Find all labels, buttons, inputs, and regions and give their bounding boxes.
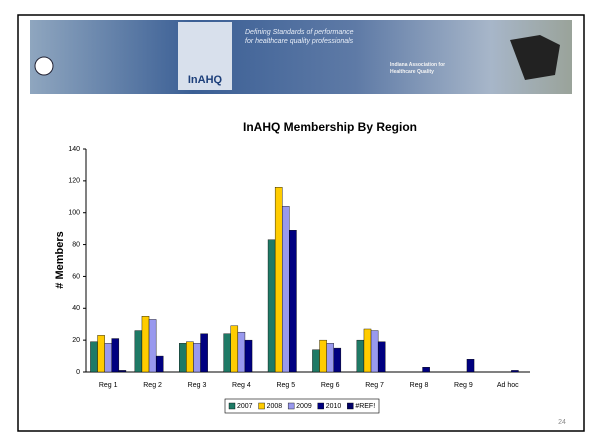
legend-swatch bbox=[228, 402, 236, 410]
legend-label: #REF! bbox=[355, 403, 375, 410]
chart-title: InAHQ Membership By Region bbox=[243, 120, 417, 134]
bar bbox=[186, 341, 194, 373]
bar bbox=[326, 343, 334, 373]
y-tick-label: 20 bbox=[72, 337, 80, 344]
bar bbox=[319, 339, 327, 373]
bar bbox=[511, 370, 519, 373]
x-tick-label: Reg 7 bbox=[365, 382, 384, 389]
bar bbox=[200, 333, 208, 373]
state-icon bbox=[510, 35, 560, 80]
bar bbox=[104, 343, 112, 373]
bar bbox=[466, 359, 475, 373]
bar bbox=[312, 349, 320, 373]
bar bbox=[370, 330, 379, 373]
bar bbox=[244, 339, 253, 373]
legend-swatch bbox=[287, 402, 295, 410]
y-tick-label: 140 bbox=[68, 146, 80, 153]
bar bbox=[377, 341, 386, 373]
x-tick-label: Ad hoc bbox=[497, 382, 519, 389]
bar bbox=[274, 187, 283, 373]
legend-swatch bbox=[317, 402, 324, 410]
legend-label: 2007 bbox=[237, 403, 253, 410]
bar bbox=[193, 343, 201, 373]
y-tick-label: 0 bbox=[76, 369, 80, 376]
logo-box bbox=[178, 22, 232, 90]
y-tick-label: 80 bbox=[72, 241, 80, 248]
bar bbox=[422, 367, 430, 373]
bar bbox=[237, 331, 246, 373]
bar bbox=[111, 338, 120, 373]
bar bbox=[155, 355, 164, 373]
bar bbox=[179, 343, 187, 373]
x-tick-label: Reg 8 bbox=[410, 382, 429, 389]
y-tick-label: 60 bbox=[72, 273, 80, 280]
bar bbox=[223, 333, 231, 373]
x-tick-label: Reg 9 bbox=[454, 382, 473, 389]
bar bbox=[356, 339, 365, 373]
legend-swatch bbox=[258, 402, 265, 410]
bar bbox=[90, 341, 98, 373]
org-name: Indiana Association for Healthcare Quali… bbox=[390, 62, 446, 75]
logo-text: InAHQ bbox=[188, 74, 223, 86]
bar bbox=[282, 206, 290, 373]
bar bbox=[289, 230, 297, 373]
bar bbox=[141, 316, 150, 373]
bar bbox=[134, 330, 143, 373]
tagline: Defining Standards of performance for he… bbox=[245, 29, 354, 45]
bar bbox=[363, 328, 372, 373]
x-tick-label: Reg 1 bbox=[99, 382, 118, 389]
y-tick-label: 100 bbox=[68, 210, 80, 217]
tagline-box: Defining Standards of performance for he… bbox=[245, 29, 354, 45]
bar bbox=[267, 239, 276, 373]
org-box: Indiana Association for Healthcare Quali… bbox=[390, 62, 446, 75]
page-number: 24 bbox=[558, 419, 566, 426]
banner bbox=[30, 20, 572, 94]
legend-label: 2008 bbox=[267, 403, 283, 410]
legend-swatch bbox=[347, 402, 354, 410]
legend-label: 2010 bbox=[326, 403, 342, 410]
bar bbox=[97, 335, 105, 373]
bar bbox=[230, 325, 239, 373]
bar bbox=[333, 347, 342, 373]
x-tick-label: Reg 2 bbox=[143, 382, 162, 389]
y-axis-label: # Members bbox=[54, 231, 66, 288]
x-tick-label: Reg 3 bbox=[188, 382, 207, 389]
legend-label: 2009 bbox=[296, 403, 312, 410]
x-tick-label: Reg 5 bbox=[276, 382, 295, 389]
x-tick-label: Reg 4 bbox=[232, 382, 251, 389]
seal-icon bbox=[34, 56, 54, 76]
y-tick-label: 120 bbox=[68, 178, 80, 185]
legend-box bbox=[224, 398, 380, 414]
bar bbox=[148, 319, 157, 373]
x-tick-label: Reg 6 bbox=[321, 382, 340, 389]
bar bbox=[118, 370, 127, 373]
y-tick-label: 40 bbox=[72, 305, 80, 312]
